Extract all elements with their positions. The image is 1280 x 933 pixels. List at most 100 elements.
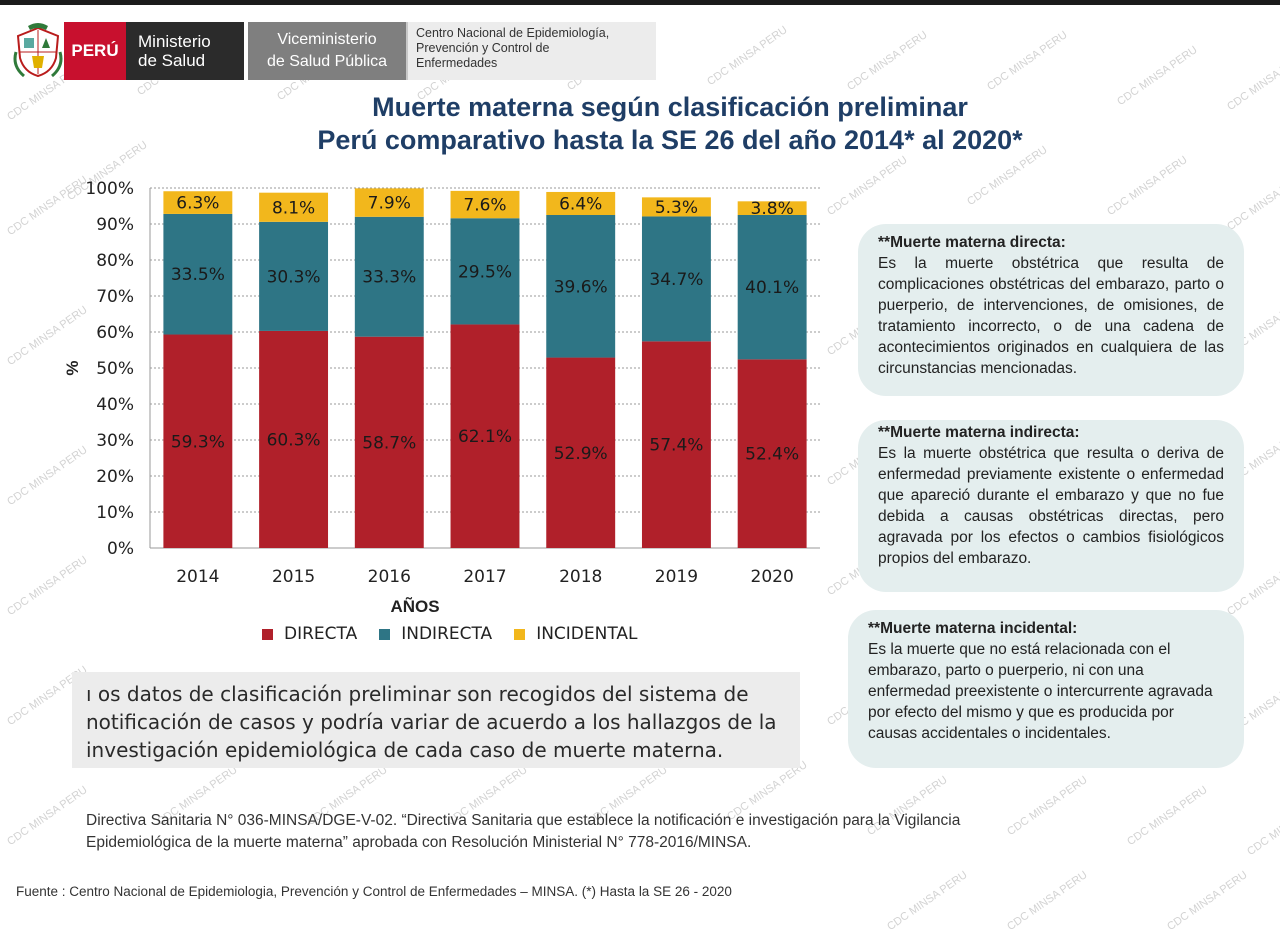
- definition-body: Es la muerte que no está relacionada con…: [868, 641, 1213, 742]
- stacked-bar-chart: 0% 10% 20% 30% 40% 50% 60% 70% 80% 90% 100%% 59.3% 3…: [63, 179, 820, 616]
- data-label: 52.9%: [554, 444, 608, 464]
- data-disclaimer-note: ı os datos de clasificación preliminar s…: [72, 672, 800, 768]
- data-label: 34.7%: [649, 270, 703, 290]
- bar-incidental-2014: [163, 191, 233, 214]
- legend-swatch: [262, 628, 273, 640]
- cdc-logo: Centro Nacional de Epidemiología, Prevenc…: [406, 22, 656, 80]
- data-label: 52.4%: [745, 445, 799, 465]
- y-tick-label: 40%: [96, 395, 134, 415]
- data-label: 7.6%: [463, 196, 506, 216]
- x-tick-label: 2017: [463, 567, 506, 587]
- bar-indirecta-2018: [546, 215, 616, 358]
- y-tick-label: 0%: [107, 539, 134, 559]
- y-tick-label: 70%: [96, 287, 134, 307]
- y-tick-label: 80%: [96, 251, 134, 271]
- watermark-text: CDC MINSA PERU: [1165, 868, 1250, 933]
- source-footnote: Fuente : Centro Nacional de Epidemiologi…: [16, 884, 732, 899]
- definition-directa: **Muerte materna directa: Es la muerte o…: [858, 224, 1244, 396]
- watermark-text: CDC MINSA PERU: [1125, 783, 1210, 849]
- watermark-text: CDC MINSA PERU: [845, 28, 930, 94]
- chart-legend: DIRECTA INDIRECTA INCIDENTAL: [262, 624, 660, 644]
- bar-directa-2018: [546, 357, 616, 548]
- data-label: 40.1%: [745, 278, 799, 298]
- coat-of-arms-logo: [12, 22, 64, 80]
- legend-item-indirecta: INDIRECTA: [379, 624, 492, 644]
- y-tick-label: 50%: [96, 359, 134, 379]
- data-label: 59.3%: [171, 432, 225, 452]
- bar-directa-2016: [354, 336, 424, 548]
- y-tick-label: 10%: [96, 503, 134, 523]
- bar-indirecta-2017: [450, 218, 520, 325]
- data-label: 29.5%: [458, 262, 512, 282]
- watermark-text: CDC MINSA PERU: [885, 868, 970, 933]
- x-axis-label: AÑOS: [390, 596, 439, 616]
- bar-directa-2014: [163, 334, 233, 548]
- x-tick-label: 2018: [559, 567, 602, 587]
- watermark-text: CDC MINSA PERU: [705, 23, 790, 89]
- data-label: 3.8%: [751, 199, 794, 219]
- data-label: 57.4%: [649, 436, 703, 456]
- bar-indirecta-2020: [737, 215, 807, 360]
- definition-indirecta: **Muerte materna indirecta: Es la muerte…: [858, 420, 1244, 592]
- bar-incidental-2017: [450, 190, 520, 219]
- watermark-text: CDC MINSA PERU: [5, 783, 90, 849]
- data-label: 39.6%: [554, 277, 608, 297]
- x-tick-label: 2020: [751, 567, 794, 587]
- data-label: 8.1%: [272, 198, 315, 218]
- watermark-text: CDC MINSA PERU: [1245, 794, 1280, 859]
- legend-item-incidental: INCIDENTAL: [514, 624, 638, 644]
- ministerio-logo: Ministerio de Salud: [126, 22, 244, 80]
- directiva-reference: Directiva Sanitaria N° 036-MINSA/DGE-V-0…: [86, 812, 961, 851]
- definition-incidental: **Muerte materna incidental: Es la muert…: [848, 610, 1244, 768]
- data-label: 5.3%: [655, 198, 698, 218]
- top-border: [0, 0, 1280, 5]
- watermark-text: CDC MINSA PERU: [985, 28, 1070, 94]
- bar-indirecta-2016: [354, 216, 424, 337]
- data-label: 6.4%: [559, 194, 602, 214]
- data-label: 6.3%: [176, 194, 219, 214]
- bar-indirecta-2019: [641, 216, 711, 342]
- data-label: 7.9%: [368, 194, 411, 214]
- y-axis-label: %: [63, 360, 82, 375]
- legend-swatch: [514, 628, 526, 640]
- x-tick-label: 2015: [272, 567, 315, 587]
- y-tick-label: 90%: [96, 215, 134, 235]
- y-tick-label: 30%: [96, 431, 134, 451]
- data-label: 62.1%: [458, 427, 512, 447]
- x-tick-label: 2016: [368, 567, 411, 587]
- chart-title-line-2: Perú comparativo hasta la SE 26 del año …: [317, 125, 1023, 155]
- bar-incidental-2020: [737, 201, 807, 215]
- data-label: 60.3%: [267, 430, 321, 450]
- definition-title: **Muerte materna indirecta:: [878, 424, 1080, 441]
- bar-directa-2017: [450, 324, 520, 548]
- data-label: 30.3%: [267, 267, 321, 287]
- legend-swatch: [379, 628, 391, 640]
- header-logos: PERÚ Ministerio de Salud Viceministerio de…: [12, 22, 656, 80]
- definition-title: **Muerte materna directa:: [878, 234, 1066, 251]
- bar-indirecta-2015: [259, 221, 329, 331]
- x-tick-label: 2019: [655, 567, 698, 587]
- chart-title-line-1: Muerte materna según clasificación preli…: [372, 92, 968, 122]
- definition-body: Es la muerte obstétrica que resulta de c…: [878, 255, 1224, 377]
- bar-directa-2019: [641, 341, 711, 548]
- y-tick-label: 60%: [96, 323, 134, 343]
- bar-directa-2015: [259, 330, 329, 548]
- y-tick-label: 20%: [96, 467, 134, 487]
- watermark-text: CDC MINSA PERU: [1005, 868, 1090, 933]
- data-label: 58.7%: [362, 433, 416, 453]
- definition-title: **Muerte materna incidental:: [868, 620, 1078, 637]
- legend-item-directa: DIRECTA: [262, 624, 357, 644]
- peru-logo: PERÚ: [64, 22, 126, 80]
- bar-incidental-2016: [354, 188, 424, 217]
- definition-body: Es la muerte obstétrica que resulta o de…: [878, 445, 1224, 567]
- bar-incidental-2018: [546, 191, 616, 215]
- x-tick-label: 2014: [176, 567, 219, 587]
- watermark-text: CDC MINSA PERU: [1105, 153, 1190, 219]
- bar-incidental-2019: [641, 197, 711, 217]
- bar-indirecta-2014: [163, 213, 233, 335]
- viceministerio-logo: Viceministerio de Salud Pública: [248, 22, 406, 80]
- y-tick-label: 100%: [85, 179, 134, 199]
- watermark-text: CDC MINSA PERU: [1225, 168, 1280, 234]
- bar-directa-2020: [737, 359, 807, 548]
- data-label: 33.3%: [362, 268, 416, 288]
